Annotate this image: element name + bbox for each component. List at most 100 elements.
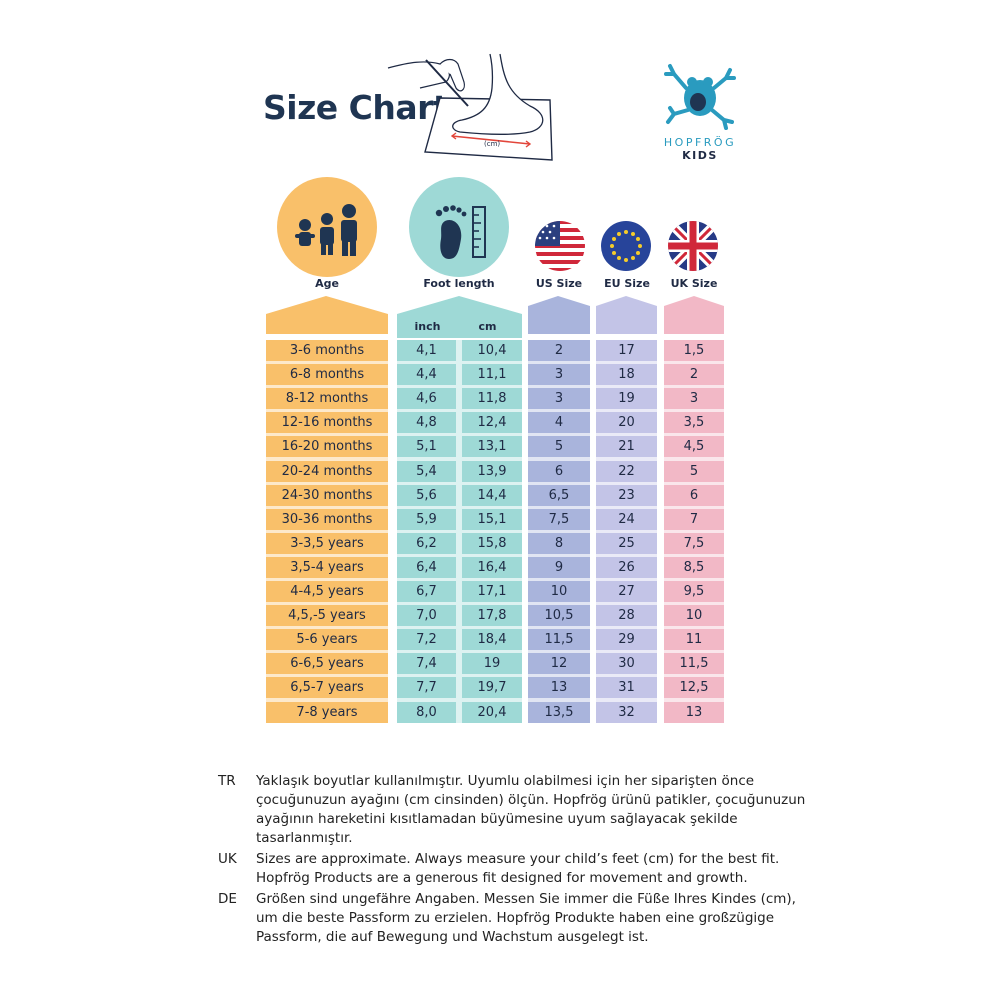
cell-age: 3-6 months: [266, 340, 388, 361]
cell-us: 2: [528, 340, 590, 361]
note-code: DE: [218, 891, 237, 907]
cell-inch: 7,7: [397, 677, 456, 699]
header-uk-size: UK Size: [670, 277, 718, 290]
note-tr: TR Yaklaşık boyutlar kullanılmıştır. Uyu…: [218, 772, 818, 848]
cell-us: 12: [528, 653, 590, 675]
cell-age: 6-6,5 years: [266, 653, 388, 675]
foot-icon-circle: [409, 177, 509, 277]
subheader-inch: inch: [414, 320, 441, 333]
header-foot-length: Foot length: [423, 277, 495, 290]
cell-us: 5: [528, 436, 590, 458]
cell-cm: 15,8: [462, 532, 522, 554]
cell-eu: 23: [596, 484, 657, 506]
cell-eu: 26: [596, 556, 657, 578]
cell-inch: 4,6: [397, 388, 456, 410]
foot-column-bg: [397, 314, 522, 338]
cell-us: 4: [528, 412, 590, 434]
cell-cm: 15,1: [462, 508, 522, 530]
cell-eu: 19: [596, 388, 657, 410]
cell-age: 20-24 months: [266, 460, 388, 482]
cell-uk: 11: [664, 629, 724, 651]
cell-uk: 3: [664, 388, 724, 410]
cell-uk: 12,5: [664, 677, 724, 699]
cell-inch: 7,2: [397, 629, 456, 651]
cell-uk: 5: [664, 460, 724, 482]
cell-us: 13: [528, 677, 590, 699]
cell-age: 6,5-7 years: [266, 677, 388, 699]
cell-uk: 2: [664, 364, 724, 386]
note-code: UK: [218, 851, 237, 867]
cell-eu: 25: [596, 532, 657, 554]
cell-cm: 19: [462, 653, 522, 675]
cell-uk: 3,5: [664, 412, 724, 434]
cell-us: 11,5: [528, 629, 590, 651]
cell-inch: 8,0: [397, 701, 456, 723]
cell-age: 30-36 months: [266, 508, 388, 530]
cell-inch: 5,6: [397, 484, 456, 506]
cell-uk: 6: [664, 484, 724, 506]
age-icon-circle: [277, 177, 377, 277]
note-text: Yaklaşık boyutlar kullanılmıştır. Uyumlu…: [256, 773, 806, 846]
cell-age: 24-30 months: [266, 484, 388, 506]
cell-uk: 1,5: [664, 340, 724, 361]
logo-sub: KIDS: [682, 149, 718, 162]
cell-uk: 7,5: [664, 532, 724, 554]
cell-inch: 4,1: [397, 340, 456, 361]
header-age: Age: [315, 277, 339, 290]
note-de: DE Größen sind ungefähre Angaben. Messen…: [218, 890, 818, 947]
cell-us: 6,5: [528, 484, 590, 506]
cell-cm: 13,9: [462, 460, 522, 482]
us-tab: [528, 296, 590, 334]
cell-cm: 13,1: [462, 436, 522, 458]
cell-age: 5-6 years: [266, 629, 388, 651]
column-header-tabs: [266, 296, 724, 334]
us-flag-icon: [535, 221, 585, 271]
note-text: Sizes are approximate. Always measure yo…: [256, 851, 780, 886]
cell-uk: 11,5: [664, 653, 724, 675]
cell-us: 13,5: [528, 701, 590, 723]
cell-us: 10,5: [528, 605, 590, 627]
cell-cm: 19,7: [462, 677, 522, 699]
subheader-cm: cm: [478, 320, 497, 333]
cell-us: 10: [528, 581, 590, 602]
footprint-ruler-icon: [435, 205, 486, 259]
cell-inch: 5,4: [397, 460, 456, 482]
cell-eu: 28: [596, 605, 657, 627]
cell-cm: 17,8: [462, 605, 522, 627]
cell-uk: 8,5: [664, 556, 724, 578]
page-title: Size Chart: [263, 88, 449, 127]
cell-cm: 10,4: [462, 340, 522, 361]
cell-inch: 6,4: [397, 556, 456, 578]
header-us-size: US Size: [535, 277, 583, 290]
cell-eu: 32: [596, 701, 657, 723]
cell-inch: 4,4: [397, 364, 456, 386]
cell-eu: 29: [596, 629, 657, 651]
cell-cm: 12,4: [462, 412, 522, 434]
cell-age: 7-8 years: [266, 701, 388, 723]
cell-age: 12-16 months: [266, 412, 388, 434]
cell-cm: 11,1: [462, 364, 522, 386]
cell-uk: 7: [664, 508, 724, 530]
brand-logo: HOPFRÖG KIDS: [640, 56, 760, 162]
cell-eu: 21: [596, 436, 657, 458]
cell-inch: 6,2: [397, 532, 456, 554]
cell-us: 3: [528, 388, 590, 410]
cell-inch: 5,9: [397, 508, 456, 530]
cell-us: 6: [528, 460, 590, 482]
cell-age: 4-4,5 years: [266, 581, 388, 602]
cell-cm: 11,8: [462, 388, 522, 410]
cell-uk: 4,5: [664, 436, 724, 458]
cell-inch: 4,8: [397, 412, 456, 434]
family-icon: [295, 204, 357, 256]
cell-inch: 7,0: [397, 605, 456, 627]
cell-age: 3,5-4 years: [266, 556, 388, 578]
cell-cm: 16,4: [462, 556, 522, 578]
cell-cm: 14,4: [462, 484, 522, 506]
cell-eu: 27: [596, 581, 657, 602]
cell-eu: 30: [596, 653, 657, 675]
uk-flag-icon: [668, 221, 718, 271]
cell-inch: 5,1: [397, 436, 456, 458]
cell-eu: 17: [596, 340, 657, 361]
cell-eu: 20: [596, 412, 657, 434]
cell-eu: 22: [596, 460, 657, 482]
